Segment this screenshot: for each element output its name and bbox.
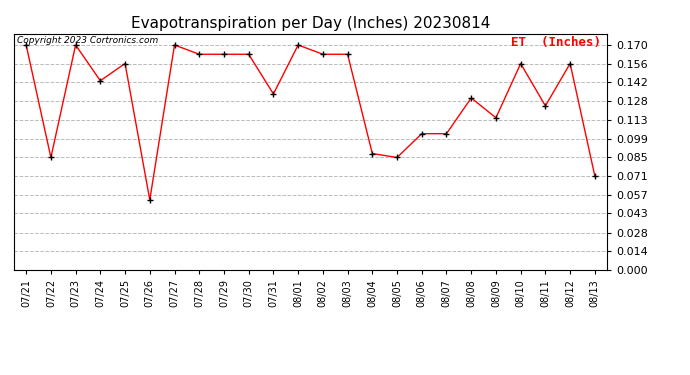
Text: Copyright 2023 Cortronics.com: Copyright 2023 Cortronics.com [17,36,158,45]
Title: Evapotranspiration per Day (Inches) 20230814: Evapotranspiration per Day (Inches) 2023… [131,16,490,31]
Text: ET  (Inches): ET (Inches) [511,36,601,49]
